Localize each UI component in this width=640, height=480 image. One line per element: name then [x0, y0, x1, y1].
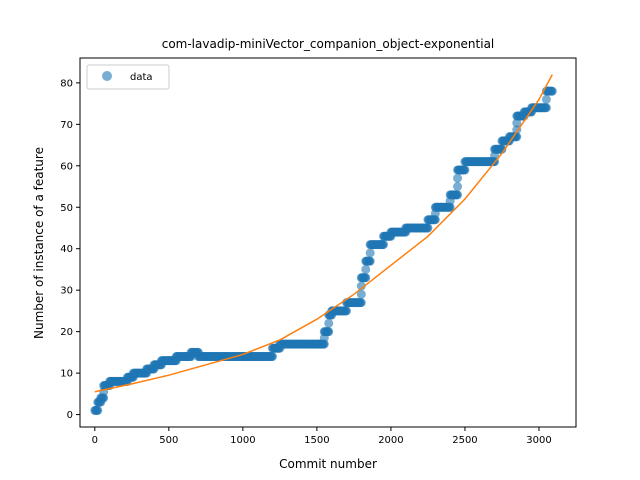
data-point: [497, 144, 507, 154]
data-point: [453, 190, 463, 200]
data-point: [512, 118, 522, 128]
y-tick-label: 10: [60, 369, 73, 380]
data-point: [379, 240, 389, 250]
data-point: [460, 165, 470, 175]
x-tick-label: 3000: [526, 435, 551, 446]
x-tick-label: 2000: [378, 435, 403, 446]
data-point: [324, 318, 334, 328]
fit-layer: [94, 74, 553, 393]
y-tick-label: 80: [60, 78, 73, 89]
x-axis-title: Commit number: [279, 457, 377, 471]
legend-marker-data: [102, 71, 112, 81]
data-point: [541, 103, 551, 113]
x-tick-label: 2500: [452, 435, 477, 446]
data-point: [319, 339, 329, 349]
data-point: [547, 86, 557, 96]
data-point: [267, 352, 277, 362]
data-point: [453, 173, 463, 183]
data-point: [365, 248, 375, 258]
legend-label-data: data: [130, 72, 153, 83]
y-tick-label: 50: [60, 203, 73, 214]
data-marks: [90, 86, 557, 415]
data-point: [541, 94, 551, 104]
x-tick-label: 500: [159, 435, 178, 446]
data-point: [453, 182, 463, 192]
y-tick-label: 40: [60, 244, 73, 255]
data-point: [365, 256, 375, 266]
data-point: [445, 196, 455, 206]
data-point: [361, 273, 371, 283]
y-tick-label: 20: [60, 327, 73, 338]
data-point: [93, 405, 103, 415]
data-point: [430, 208, 440, 218]
data-point: [356, 298, 366, 308]
data-point: [490, 150, 500, 160]
plot-frame: [79, 57, 577, 428]
data-point: [423, 223, 433, 233]
x-tick-label: 0: [92, 435, 98, 446]
y-tick-label: 70: [60, 120, 73, 131]
x-tick-label: 1000: [230, 435, 255, 446]
data-point: [319, 333, 329, 343]
data-point: [356, 289, 366, 299]
y-tick-label: 60: [60, 161, 73, 172]
data-point: [445, 202, 455, 212]
y-tick-label: 0: [67, 410, 73, 421]
data-point: [342, 306, 352, 316]
y-axis-ticks: 0 10 20 30 40 50 60 70 80: [60, 78, 80, 421]
legend: data: [86, 64, 170, 90]
fit-line: [94, 74, 553, 393]
y-axis-title: Number of instance of a feature: [32, 147, 46, 339]
data-point: [356, 281, 366, 291]
data-point: [430, 215, 440, 225]
x-axis-ticks: 0 500 1000 1500 2000 2500 3000: [92, 427, 552, 446]
data-point: [99, 393, 109, 403]
y-tick-label: 30: [60, 286, 73, 297]
chart-title: com-lavadip-miniVector_companion_object-…: [162, 37, 495, 51]
data-point: [324, 327, 334, 337]
x-tick-label: 1500: [304, 435, 329, 446]
data-point: [361, 264, 371, 274]
legend-box: [86, 64, 170, 90]
